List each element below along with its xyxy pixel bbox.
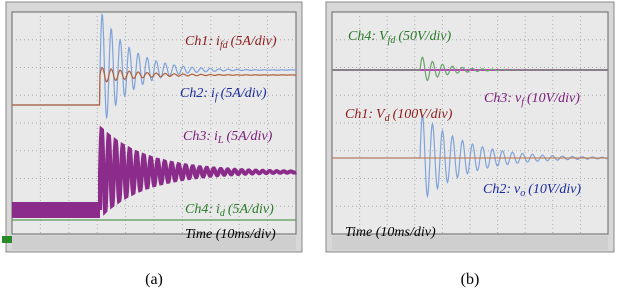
channel: Ch4:: [185, 202, 213, 217]
scale: (5A/div): [228, 202, 274, 217]
scale: (10V/div): [528, 182, 581, 197]
waveform-ch3-band: [12, 202, 100, 218]
time-scale: Time (10ms/div): [185, 227, 276, 242]
subscript: o: [520, 188, 525, 199]
subscript: L: [217, 135, 224, 146]
channel: Ch1:: [345, 107, 373, 122]
time-scale: Time (10ms/div): [345, 225, 436, 240]
subscript: fd: [388, 35, 397, 46]
channel: Ch3:: [183, 129, 211, 144]
figure: Ch1:ifd(5A/div) Ch2:if(5A/div) Ch3:iL(5A/d…: [0, 0, 619, 294]
annotation: Ch2:if(5A/div): [180, 86, 267, 103]
caption: (b): [461, 271, 480, 288]
channel: Ch3:: [484, 91, 512, 106]
annotation: Ch1:Vd(100V/div): [345, 107, 453, 124]
scale: (5A/div): [221, 86, 267, 101]
scale: (5A/div): [231, 34, 277, 49]
annotation: Ch4:id(5A/div): [185, 202, 274, 219]
channel: Ch4:: [348, 29, 376, 44]
channel: Ch1:: [185, 34, 213, 49]
marker: [2, 236, 12, 243]
scale: (5A/div): [226, 129, 272, 144]
annotation: Ch4:Vfd(50V/div): [348, 29, 452, 46]
annotation: Ch1:ifd(5A/div): [185, 34, 277, 51]
annotation: Ch3:iL(5A/div): [183, 129, 273, 146]
scale: (100V/div): [393, 107, 453, 122]
scale: (10V/div): [527, 91, 580, 106]
annotation: Ch3:vf(10V/div): [484, 91, 580, 108]
annotation: Ch2:vo(10V/div): [483, 182, 581, 199]
channel: Ch2:: [483, 182, 511, 197]
subscript: fd: [220, 40, 229, 51]
channel: Ch2:: [180, 86, 208, 101]
scale: (50V/div): [398, 29, 451, 44]
caption: (a): [145, 271, 163, 288]
